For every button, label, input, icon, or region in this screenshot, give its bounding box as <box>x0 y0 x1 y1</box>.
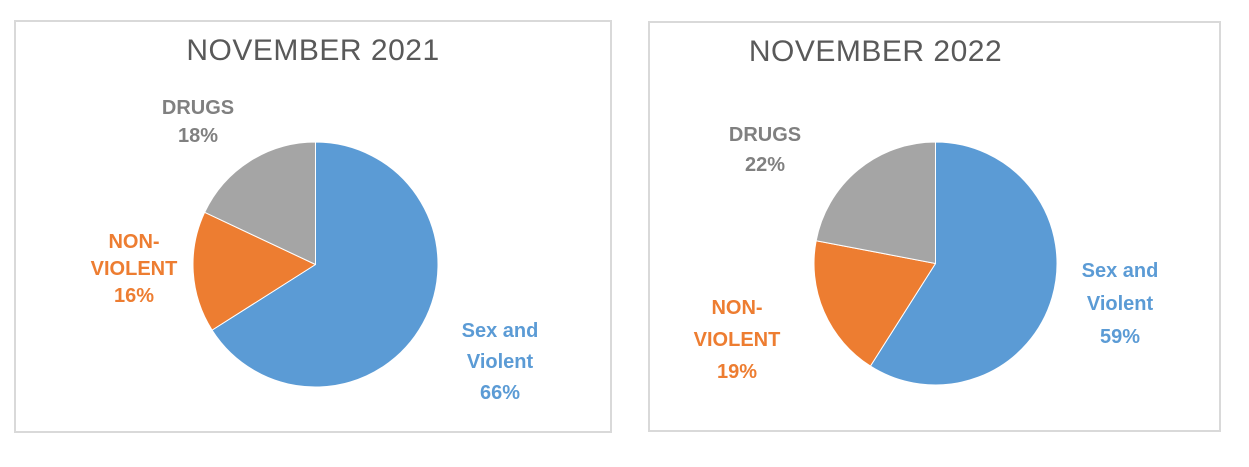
pie-label-sex-and-violent-2022: Sex and Violent 59% <box>1045 255 1195 354</box>
pie-slice-non-violent <box>192 211 316 331</box>
pie-label-non-violent-2022: NON- VIOLENT 19% <box>662 292 812 388</box>
pie-label-line: NON- <box>711 297 763 319</box>
pie-label-line: VIOLENT <box>693 329 781 351</box>
pie-slice-non-violent <box>813 240 936 367</box>
pie-label-line: DRUGS <box>161 97 235 119</box>
pie-slice-drugs <box>815 141 936 264</box>
pie-label-line: NON- <box>108 231 160 253</box>
pie-label-line: Sex and <box>1081 260 1159 282</box>
pie-label-line: DRUGS <box>728 124 802 146</box>
pie-label-line: 16% <box>113 285 155 307</box>
pie-label-drugs-2022: DRUGS 22% <box>705 120 825 180</box>
pie-label-line: Violent <box>466 351 534 373</box>
pie-label-line: 22% <box>744 154 786 176</box>
pie-label-line: 19% <box>716 361 758 383</box>
pie-chart-november-2021 <box>192 141 439 388</box>
pie-label-line: Violent <box>1086 293 1154 315</box>
pie-label-drugs-2021: DRUGS 18% <box>138 94 258 150</box>
pie-label-non-violent-2021: NON- VIOLENT 16% <box>59 229 209 310</box>
pie-slice-sex-and-violent <box>211 141 439 388</box>
chart-title-november-2021: NOVEMBER 2021 <box>186 34 440 67</box>
pie-label-line: 66% <box>479 382 521 404</box>
pie-label-sex-and-violent-2021: Sex and Violent 66% <box>425 316 575 409</box>
pie-slice-drugs <box>204 141 316 265</box>
pie-label-line: Sex and <box>461 320 539 342</box>
pie-label-line: VIOLENT <box>90 258 178 280</box>
pie-label-line: 18% <box>177 125 219 147</box>
pie-chart-november-2022 <box>813 141 1058 386</box>
chart-title-november-2022: NOVEMBER 2022 <box>748 35 1003 68</box>
pie-label-line: 59% <box>1099 326 1141 348</box>
pie-slice-sex-and-violent <box>869 141 1058 386</box>
